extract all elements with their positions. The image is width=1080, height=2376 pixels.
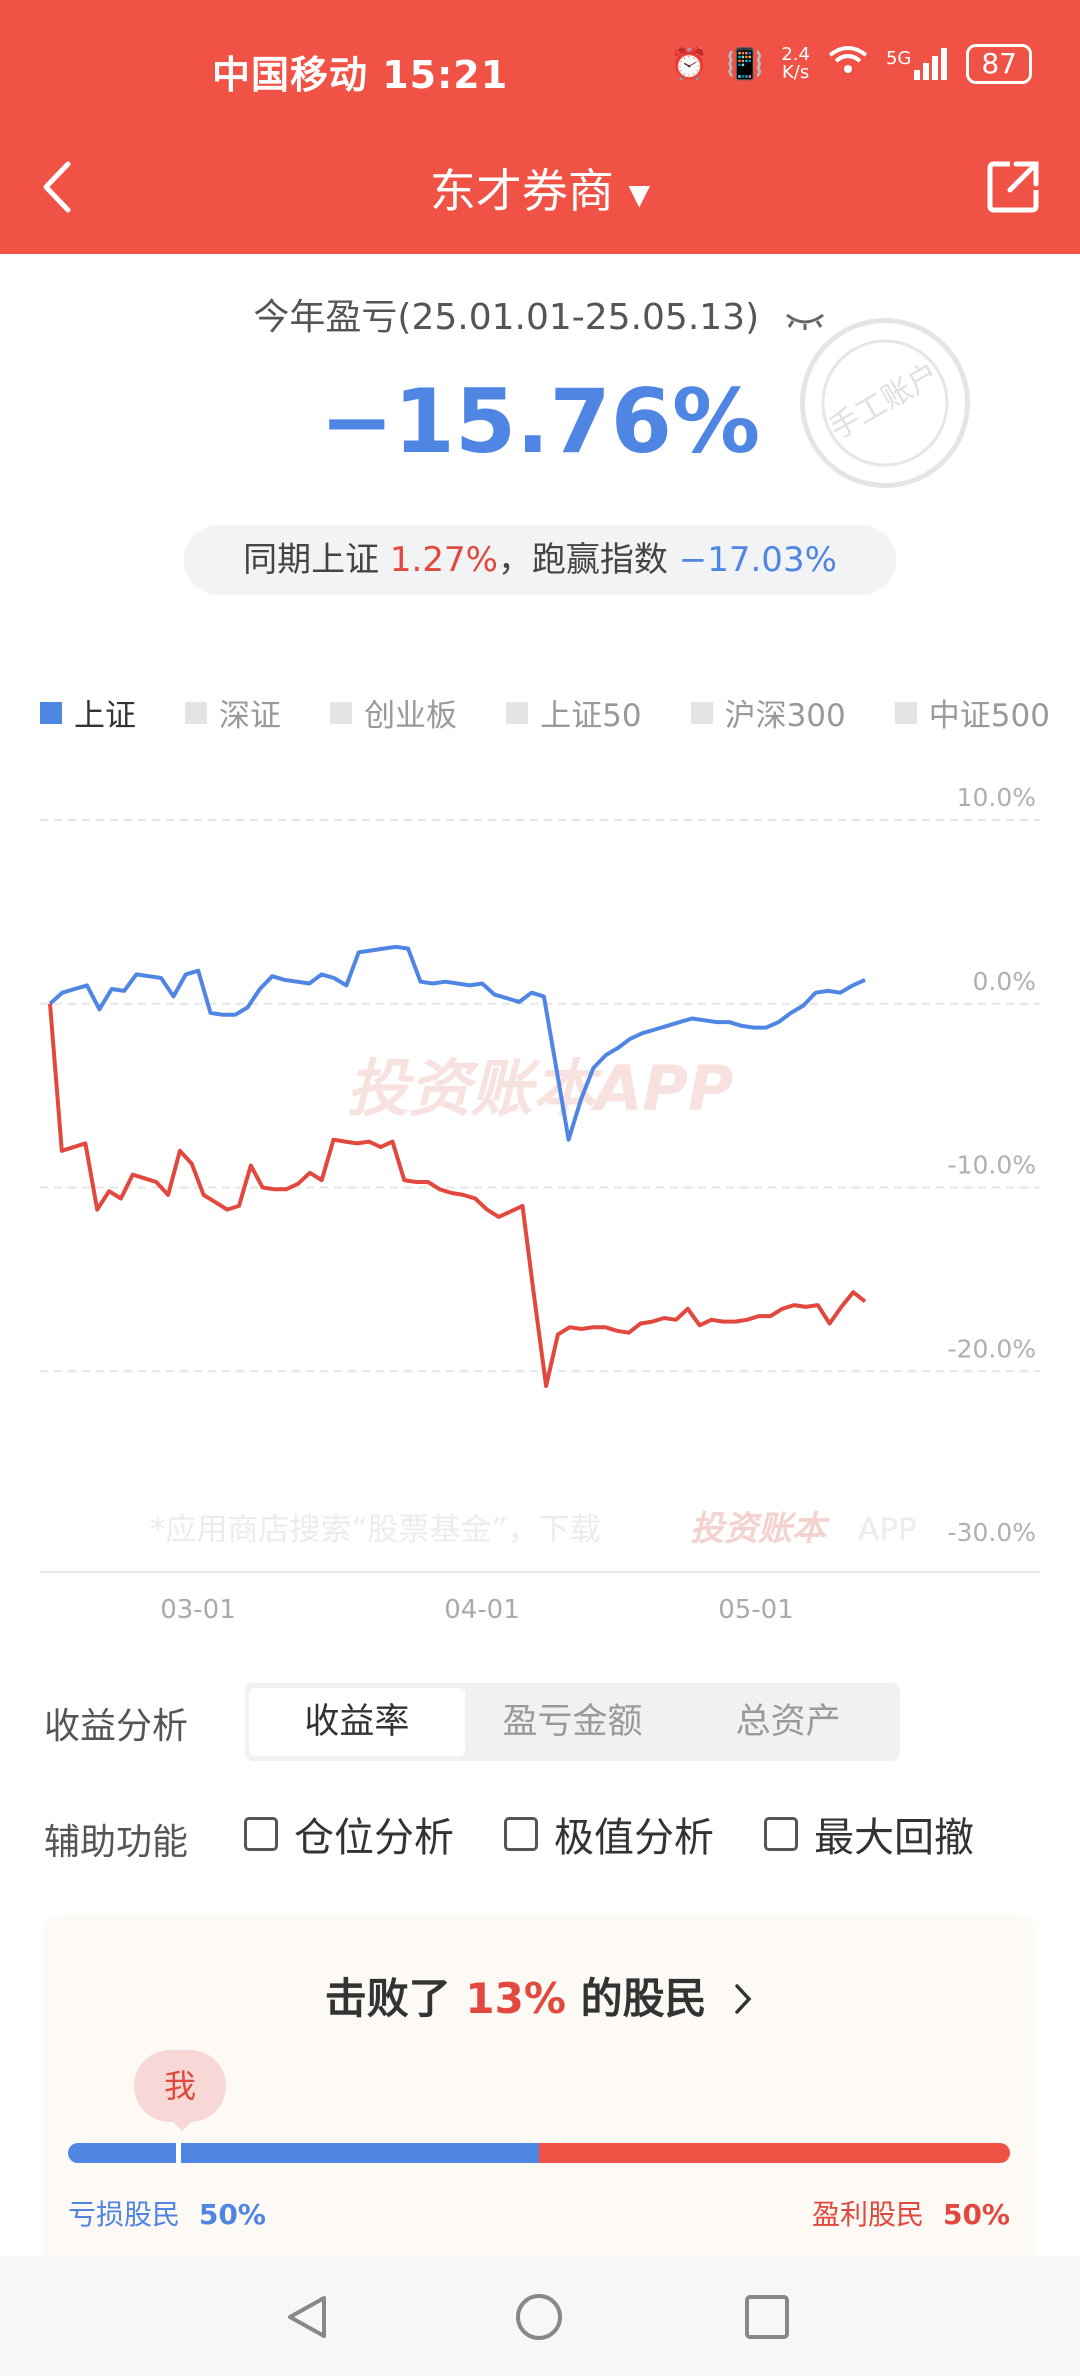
legend-label: 深证	[219, 698, 282, 734]
index-return: 1.27%	[389, 540, 498, 580]
alarm-icon: ⏰	[670, 46, 708, 82]
footer-app: APP	[858, 1512, 917, 1548]
footer-brand: 投资账本	[690, 1509, 830, 1549]
nav-home-icon[interactable]	[514, 2292, 564, 2346]
system-nav-bar	[0, 2256, 1080, 2376]
period-label: 今年盈亏(25.01.01-25.05.13)	[0, 288, 1080, 340]
aux-label: 辅助功能	[44, 1822, 189, 1863]
legend-swatch	[40, 701, 62, 724]
battery-icon: 87	[966, 44, 1032, 84]
analysis-label: 收益分析	[44, 1706, 189, 1747]
y-tick-label: -20.0%	[948, 1334, 1036, 1363]
x-tick-label: 05-01	[718, 1595, 794, 1625]
gain-share-bar	[539, 2143, 1010, 2163]
tab-1[interactable]: 盈亏金额	[502, 1702, 643, 1742]
legend-label: 上证50	[540, 698, 642, 734]
x-tick-label: 04-01	[444, 1595, 520, 1625]
legend-label: 上证	[74, 698, 136, 734]
watermark: 投资账本APP	[347, 1052, 734, 1125]
loss-share-bar	[68, 2143, 539, 2163]
chevron-right-icon	[733, 1977, 753, 2026]
legend-swatch	[330, 701, 353, 724]
legend-label: 中证500	[928, 698, 1050, 734]
x-tick-label: 03-01	[160, 1595, 236, 1625]
manual-account-stamp: 手工账户	[800, 318, 970, 488]
legend-label: 创业板	[364, 698, 458, 734]
legend-swatch	[690, 701, 713, 724]
share-icon[interactable]	[986, 158, 1042, 214]
page-title: 东才券商	[429, 164, 614, 218]
legend-item-0[interactable]: 上证	[40, 690, 136, 735]
net-speed: 2.4 K/s	[781, 44, 810, 83]
y-tick-label: -10.0%	[948, 1151, 1036, 1180]
network-type: 5G	[885, 48, 912, 69]
signal-icon: 5G	[886, 48, 948, 80]
checkbox-icon[interactable]	[244, 1817, 278, 1851]
y-tick-label: -30.0%	[948, 1518, 1036, 1547]
account-selector[interactable]: 东才券商 ▼	[0, 155, 1080, 221]
y-tick-label: 0.0%	[972, 967, 1036, 996]
aux-option-label: 仓位分析	[294, 1815, 454, 1861]
beat-pct: 13%	[465, 1974, 566, 2023]
excess-return: −17.03%	[678, 540, 837, 580]
legend-swatch	[506, 701, 529, 724]
legend-swatch	[894, 701, 917, 724]
beat-prefix: 击败了	[324, 1974, 451, 2023]
me-marker: 我	[134, 2050, 226, 2122]
legend-swatch	[185, 701, 208, 724]
back-icon[interactable]	[38, 160, 78, 214]
analysis-tabs: 收益率 盈亏金额 总资产	[245, 1683, 900, 1761]
aux-option-label: 极值分析	[554, 1815, 714, 1861]
caret-down-icon: ▼	[628, 178, 651, 211]
series-line-1	[48, 1003, 867, 1388]
me-position-marker	[176, 2139, 181, 2169]
loss-label-text: 亏损股民	[68, 2198, 181, 2231]
legend-item-3[interactable]: 上证50	[506, 690, 642, 735]
legend-label: 沪深300	[724, 698, 846, 734]
tab-2[interactable]: 总资产	[735, 1702, 841, 1742]
gain-label: 盈利股民 50%	[812, 2193, 1010, 2233]
status-carrier-time: 中国移动 15:21	[212, 53, 509, 97]
y-tick-label: 10.0%	[957, 783, 1036, 812]
legend-item-1[interactable]: 深证	[185, 690, 281, 735]
legend-item-2[interactable]: 创业板	[330, 690, 457, 735]
top-bar: 中国移动 15:21 ⏰ 📳 2.4 K/s 5G 87 东才券商 ▼	[0, 0, 1080, 254]
aux-option-label: 最大回撤	[814, 1815, 974, 1861]
compare-prefix: 同期上证	[243, 540, 380, 580]
wifi-icon	[828, 45, 868, 83]
beat-bar	[68, 2143, 1010, 2163]
me-marker-arrow	[170, 2119, 194, 2131]
gain-pct: 50%	[942, 2198, 1010, 2231]
series-line-0	[48, 944, 866, 1142]
compare-mid: ，跑赢指数	[497, 540, 668, 580]
nav-recent-icon[interactable]	[744, 2294, 790, 2344]
index-compare: 同期上证 1.27%，跑赢指数 −17.03%	[184, 525, 896, 595]
legend-item-4[interactable]: 沪深300	[690, 690, 846, 735]
beat-card[interactable]: 击败了 13% 的股民 我 亏损股民 50% 盈利股民 50%	[42, 1915, 1036, 2295]
period-text: 今年盈亏(25.01.01-25.05.13)	[253, 297, 760, 338]
index-legend: 上证 深证 创业板 上证50 沪深300 中证500	[40, 690, 1050, 735]
legend-item-5[interactable]: 中证500	[894, 690, 1050, 735]
status-icons: ⏰ 📳 2.4 K/s 5G 87	[671, 44, 1032, 84]
aux-option-2[interactable]: 最大回撤	[764, 1805, 974, 1863]
aux-option-1[interactable]: 极值分析	[504, 1805, 714, 1863]
loss-label: 亏损股民 50%	[68, 2193, 266, 2233]
vibrate-icon: 📳	[725, 46, 764, 82]
tab-0[interactable]: 收益率	[249, 1688, 465, 1756]
footer-note: *应用商店搜索“股票基金”，下载	[150, 1512, 601, 1548]
aux-option-0[interactable]: 仓位分析	[244, 1805, 454, 1863]
eye-closed-icon[interactable]	[783, 299, 827, 340]
gain-label-text: 盈利股民	[812, 2198, 925, 2231]
aux-options: 仓位分析 极值分析 最大回撤	[244, 1805, 974, 1863]
checkbox-icon[interactable]	[504, 1817, 538, 1851]
ytd-return: −15.76%	[319, 370, 761, 473]
beat-suffix: 的股民	[580, 1974, 707, 2023]
loss-pct: 50%	[198, 2198, 266, 2231]
checkbox-icon[interactable]	[764, 1817, 798, 1851]
return-chart: 投资账本APP10.0%0.0%-10.0%-20.0%-30.0%*应用商店搜…	[40, 783, 1040, 1625]
beat-title[interactable]: 击败了 13% 的股民	[42, 1965, 1036, 2026]
nav-back-icon[interactable]	[282, 2292, 332, 2346]
